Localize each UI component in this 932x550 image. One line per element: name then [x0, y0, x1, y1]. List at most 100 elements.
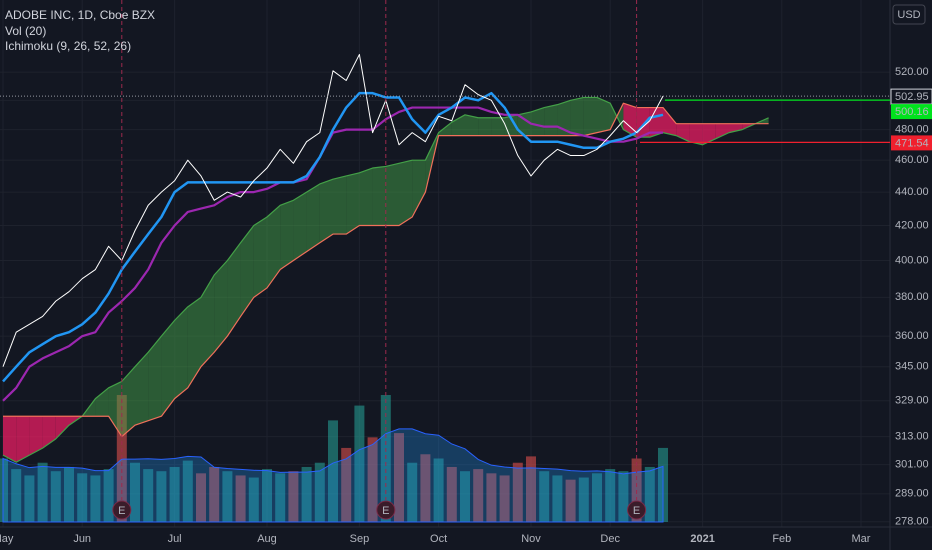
volume-bar — [565, 479, 576, 522]
cloud-segment — [412, 160, 426, 217]
volume-bar — [592, 473, 602, 522]
cloud-segment — [372, 166, 386, 226]
cloud-segment — [385, 163, 399, 226]
cloud-segment — [623, 103, 637, 138]
cloud-segment — [240, 225, 254, 317]
volume-bar — [446, 466, 457, 522]
volume-bar — [37, 462, 48, 522]
cloud-segment — [174, 306, 188, 399]
price-axis: 278.00 289.00 301.00 313.00 329.00 345.00 360.… — [895, 66, 929, 528]
x-tick-label: Jul — [168, 533, 182, 545]
volume-bar — [578, 477, 589, 522]
x-tick-label: Jun — [73, 533, 91, 545]
volume-bar — [420, 454, 431, 522]
cloud-segment — [148, 336, 162, 421]
volume-bar — [235, 475, 246, 522]
cloud-segment — [135, 352, 149, 426]
y-tick-label: 460.00 — [895, 154, 929, 166]
volume-bar — [486, 473, 497, 522]
cloud-segment — [121, 366, 135, 437]
cloud-segment — [676, 123, 690, 142]
cloud-segment — [161, 320, 175, 417]
volume-bar — [341, 447, 352, 522]
price-label: 471.54 — [895, 137, 929, 149]
cloud-segment — [478, 117, 492, 136]
volume-legend: Vol (20) — [5, 24, 46, 38]
cloud-segment — [227, 242, 241, 337]
cloud-segment — [333, 175, 347, 235]
chart-title: ADOBE INC, 1D, Cboe BZX — [5, 8, 155, 22]
volume-bar — [473, 469, 484, 522]
cloud-segment — [108, 381, 122, 437]
volume-bar — [275, 473, 286, 522]
tenkan-line — [2, 91, 664, 383]
y-tick-label: 345.00 — [895, 361, 929, 373]
price-label-box — [891, 135, 932, 151]
price-label: 500.16 — [895, 106, 929, 118]
volume-bar — [539, 471, 550, 522]
volume-bar — [552, 475, 563, 522]
volume-bar — [248, 477, 259, 522]
volume-bar — [143, 469, 154, 522]
y-tick-label: 313.00 — [895, 430, 929, 442]
cloud-segment — [689, 123, 703, 145]
volume-bar — [618, 471, 629, 522]
earnings-label: E — [118, 505, 125, 517]
volume-bar — [605, 469, 616, 522]
volume-bar — [64, 466, 74, 522]
cloud-segment — [267, 205, 281, 288]
y-tick-label: 360.00 — [895, 330, 929, 342]
volume-bar — [0, 458, 8, 522]
volume-ma — [2, 428, 664, 523]
volume-bar — [196, 473, 206, 522]
cloud-segment — [293, 192, 307, 261]
y-tick-label: 440.00 — [895, 186, 929, 198]
y-tick-label: 380.00 — [895, 291, 929, 303]
currency-label[interactable]: USD — [897, 9, 920, 21]
cloud-segment — [187, 297, 201, 388]
x-tick-label: Feb — [772, 533, 791, 545]
volume-bar — [222, 471, 233, 522]
volume-bar — [394, 433, 404, 522]
volume-bar — [209, 466, 220, 522]
cloud-segment — [359, 168, 373, 226]
volume-bar — [11, 469, 22, 522]
kijun-line — [2, 106, 663, 402]
y-tick-label: 400.00 — [895, 254, 929, 266]
volume-bar — [526, 456, 536, 522]
cloud-segment — [399, 160, 413, 226]
y-tick-label: 520.00 — [895, 66, 929, 78]
currency-button[interactable] — [892, 4, 926, 25]
volume-bar — [77, 473, 88, 522]
earnings-label: E — [382, 505, 389, 517]
x-tick-label: May — [0, 533, 14, 545]
cloud-segment — [253, 216, 267, 298]
earnings-label: E — [633, 505, 640, 517]
y-tick-label: 289.00 — [895, 488, 929, 500]
cloud-segment — [491, 117, 505, 136]
cloud-segment — [29, 416, 43, 456]
volume-bar — [24, 475, 35, 522]
cloud-segment — [95, 387, 109, 417]
cloud-segment — [55, 416, 69, 439]
price-label-box — [891, 104, 932, 120]
volume-bar — [512, 462, 523, 522]
volume-bar — [288, 471, 299, 522]
y-tick-label: 301.00 — [895, 459, 929, 471]
cloud-segment — [557, 100, 571, 136]
price-label: 502.95 — [895, 91, 929, 103]
lines — [2, 53, 769, 463]
cloud-segment — [597, 97, 611, 133]
earnings-badge — [627, 500, 647, 520]
cloud-segment — [729, 123, 743, 133]
volume-bar — [103, 469, 114, 522]
volume-bar — [262, 469, 272, 522]
volume-bar — [50, 471, 61, 522]
earnings-badge — [376, 500, 396, 520]
cloud-segment — [465, 114, 479, 136]
cloud-segment — [201, 275, 215, 367]
cloud-segment — [306, 183, 320, 252]
volume-bar — [433, 458, 444, 522]
volume-bar — [130, 462, 140, 522]
